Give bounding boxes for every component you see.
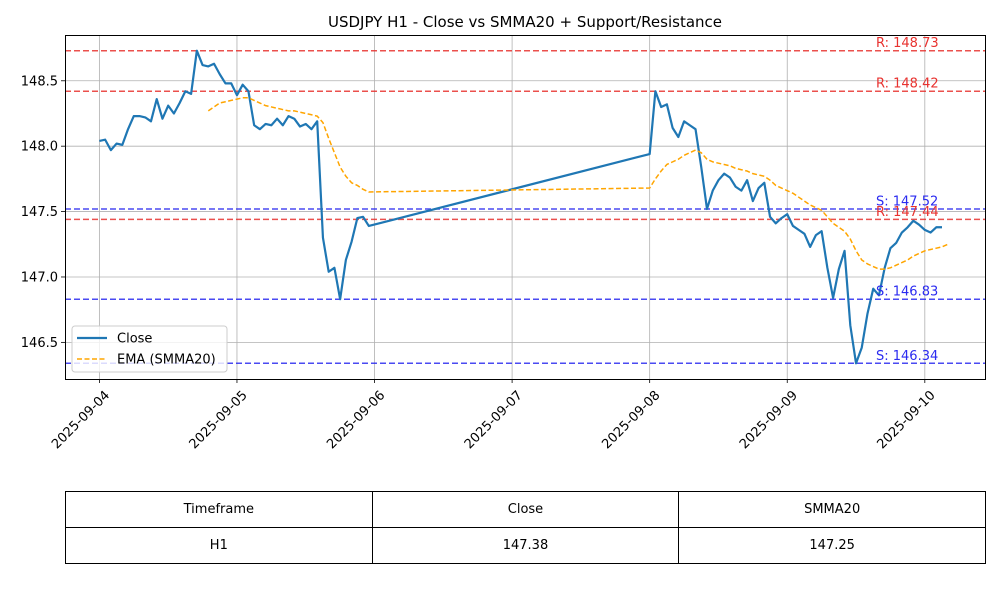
table-cell: 147.25 (678, 527, 986, 564)
y-tick-label: 148.5 (21, 74, 58, 89)
series-lines (99, 49, 949, 365)
x-tick-label: 2025-09-08 (599, 388, 663, 452)
grid-lines (65, 35, 985, 379)
support-resistance-lines (65, 49, 985, 365)
y-tick-label: 147.5 (21, 205, 58, 220)
support-level-label: S: 147.52 (876, 194, 938, 209)
table-header-cell: Close (371, 491, 680, 528)
table-header-row: Timeframe Close SMMA20 (65, 491, 986, 528)
legend-label: EMA (SMMA20) (117, 353, 216, 368)
table-cell: H1 (65, 527, 373, 564)
series-line-smma20 (207, 97, 949, 270)
x-tick-label: 2025-09-07 (462, 388, 526, 452)
x-tick-label: 2025-09-10 (874, 388, 938, 452)
x-tick-label: 2025-09-06 (324, 388, 388, 452)
resistance-level-label: R: 148.42 (876, 77, 939, 92)
table-row: H1 147.38 147.25 (65, 527, 986, 564)
x-tick-label: 2025-09-04 (49, 388, 113, 452)
support-level-label: S: 146.34 (876, 349, 938, 364)
data-table: Timeframe Close SMMA20 H1 147.38 147.25 (65, 491, 986, 564)
table-header-cell: Timeframe (65, 491, 373, 528)
x-tick-label: 2025-09-09 (737, 388, 801, 452)
plot-frame (65, 35, 986, 380)
level-labels: R: 148.73 R: 148.42 R: 147.44S: 147.52 S: 1… (876, 36, 939, 364)
y-tick-label: 148.0 (21, 140, 58, 155)
axes: 2025-09-04 2025-09-05 2025-09-06 2025-09-07… (21, 74, 939, 452)
legend-box (71, 325, 228, 373)
resistance-level-label: R: 148.73 (876, 36, 939, 51)
legend: Close EMA (SMMA20) (71, 325, 228, 373)
table-header-cell: SMMA20 (678, 491, 986, 528)
resistance-level-label: R: 147.44 (876, 205, 939, 220)
chart-title: USDJPY H1 - Close vs SMMA20 + Support/Re… (328, 13, 722, 31)
y-tick-label: 146.5 (21, 336, 58, 351)
support-level-label: S: 146.83 (876, 285, 938, 300)
table-cell: 147.38 (371, 527, 680, 564)
y-tick-label: 147.0 (21, 270, 58, 285)
x-tick-label: 2025-09-05 (187, 388, 251, 452)
legend-label: Close (117, 332, 152, 347)
series-line-close (99, 49, 943, 365)
